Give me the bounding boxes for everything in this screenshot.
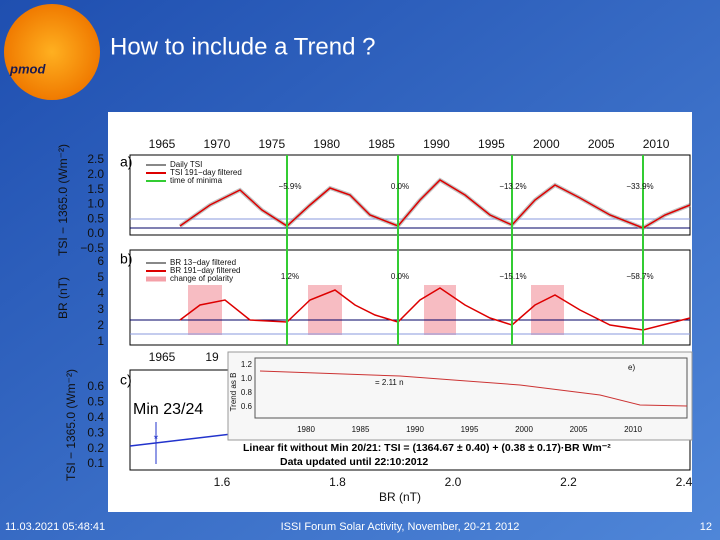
inset xyxy=(227,351,693,441)
year-label: 1970 xyxy=(204,137,231,151)
year-label: 19 xyxy=(205,350,219,364)
y-tick-label: 0.5 xyxy=(87,395,104,409)
annotation: 0.0% xyxy=(391,182,409,191)
annotation: −13.2% xyxy=(499,182,526,191)
y-tick-label: 4 xyxy=(97,286,104,300)
x-tick-label: 2.0 xyxy=(445,475,462,489)
sun-logo xyxy=(4,4,100,100)
panel-label: a) xyxy=(120,154,132,170)
year-label: 2000 xyxy=(533,137,560,151)
axis-title: TSI − 1365.0 (Wm⁻²) xyxy=(56,144,70,256)
year-label: 1965 xyxy=(149,350,176,364)
panel-label: b) xyxy=(120,251,132,267)
inset-note: = 2.11 n xyxy=(375,378,404,387)
x-tick-label: 1.8 xyxy=(329,475,346,489)
year-label: 2010 xyxy=(643,137,670,151)
year-label: 1990 xyxy=(423,137,450,151)
legend-label: TSI 191−day filtered xyxy=(170,168,242,177)
y-tick-label: 0.5 xyxy=(87,211,104,225)
year-label: 1980 xyxy=(313,137,340,151)
polarity-box xyxy=(308,285,342,335)
inset-tick: 1990 xyxy=(406,425,424,434)
panel-a-frame xyxy=(129,154,691,236)
inset-axis-title: Trend as B xyxy=(229,373,238,412)
annotation: 0.0% xyxy=(391,272,409,281)
y-tick-label: 1.5 xyxy=(87,182,104,196)
year-label: 1995 xyxy=(478,137,505,151)
point-marker: * xyxy=(154,432,159,446)
footer-page: 12 xyxy=(700,521,712,533)
x-tick-label: 2.4 xyxy=(676,475,693,489)
axis-title: TSI − 1365.0 (Wm⁻²) xyxy=(64,369,78,481)
legend-label: change of polarity xyxy=(170,274,233,283)
panel-label: c) xyxy=(120,372,132,388)
footer-event: ISSI Forum Solar Activity, November, 20-… xyxy=(281,521,520,533)
y-tick-label: 2.0 xyxy=(87,167,104,181)
x-tick-label: 2.2 xyxy=(560,475,577,489)
inset-tick: 1995 xyxy=(461,425,479,434)
x-tick-label: 1.6 xyxy=(214,475,231,489)
slide-title: How to include a Trend ? xyxy=(110,33,376,60)
y-tick-label: 1.0 xyxy=(87,197,104,211)
inset-label: e) xyxy=(628,363,635,372)
annotation: −15.1% xyxy=(499,272,526,281)
inset-tick: 1980 xyxy=(297,425,315,434)
annotation: 1.2% xyxy=(281,272,299,281)
logo-text: pmod xyxy=(9,61,46,76)
inset-tick: 1.2 xyxy=(241,360,253,369)
legend-label: time of minima xyxy=(170,176,223,185)
legend-label: Daily TSI xyxy=(170,160,202,169)
inset-line xyxy=(259,370,688,407)
polarity-box xyxy=(531,285,564,335)
tsi-filtered xyxy=(179,179,691,229)
y-tick-label: 2 xyxy=(97,318,104,332)
inset-tick: 0.6 xyxy=(241,402,253,411)
year-label: 1965 xyxy=(149,137,176,151)
panel-b-frame xyxy=(129,249,691,346)
y-tick-label: 0.6 xyxy=(87,379,104,393)
inset-tick: 1.0 xyxy=(241,374,253,383)
polarity-box xyxy=(424,285,456,335)
inset-tick: 0.8 xyxy=(241,388,253,397)
legend-label: BR 13−day filtered xyxy=(170,258,236,267)
y-tick-label: −0.5 xyxy=(80,241,104,255)
y-tick-label: 1 xyxy=(97,334,104,348)
fit-text: Linear fit without Min 20/21: TSI = (136… xyxy=(243,442,611,454)
y-tick-label: 0.4 xyxy=(87,410,104,424)
y-tick-label: 6 xyxy=(97,254,104,268)
legend-label: BR 191−day filtered xyxy=(170,266,241,275)
y-tick-label: 0.1 xyxy=(87,456,104,470)
y-tick-label: 3 xyxy=(97,302,104,316)
inset-tick: 2000 xyxy=(515,425,533,434)
y-tick-label: 0.2 xyxy=(87,441,104,455)
br-filtered xyxy=(179,287,691,331)
y-tick-label: 5 xyxy=(97,270,104,284)
update-text: Data updated until 22:10:2012 xyxy=(280,456,428,468)
annotation: −33.9% xyxy=(626,182,653,191)
year-label: 1985 xyxy=(368,137,395,151)
y-tick-label: 0.0 xyxy=(87,226,104,240)
axis-title: BR (nT) xyxy=(379,490,421,504)
year-label: 2005 xyxy=(588,137,615,151)
point-label: Min 23/24 xyxy=(133,401,203,418)
year-label: 1975 xyxy=(258,137,285,151)
y-tick-label: 0.3 xyxy=(87,425,104,439)
footer-date: 11.03.2021 05:48:41 xyxy=(5,521,105,533)
y-tick-label: 2.5 xyxy=(87,152,104,166)
axis-title: BR (nT) xyxy=(56,277,70,319)
annotation: −58.7% xyxy=(626,272,653,281)
inset-tick: 1985 xyxy=(352,425,370,434)
inset-frame xyxy=(254,357,688,419)
inset-tick: 2005 xyxy=(570,425,588,434)
inset-tick: 2010 xyxy=(624,425,642,434)
annotation: −5.9% xyxy=(279,182,302,191)
